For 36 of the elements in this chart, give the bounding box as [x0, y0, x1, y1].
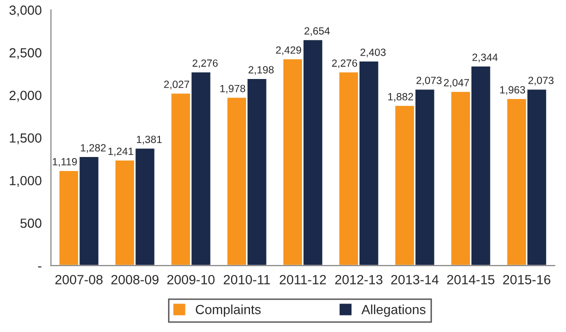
y-tick-label: 3,000 — [9, 6, 42, 16]
y-tick-label: 2,000 — [10, 90, 42, 102]
data-label: 2,047 — [444, 78, 469, 88]
data-label: 2,429 — [276, 46, 302, 56]
data-label: 1,882 — [388, 93, 414, 102]
data-label: 2,654 — [304, 27, 330, 36]
data-label: 2,073 — [528, 76, 554, 86]
x-tick-label: 2009-10 — [167, 274, 215, 284]
data-label: 1,241 — [108, 148, 134, 156]
data-label: 1,119 — [52, 158, 77, 167]
x-tick-label: 2012-13 — [335, 274, 382, 284]
data-label: 2,344 — [472, 54, 498, 62]
y-tick-label: 2,500 — [10, 48, 42, 60]
data-label: 2,276 — [192, 59, 218, 68]
data-label: 1,282 — [80, 144, 106, 153]
data-label: 1,963 — [500, 86, 526, 95]
x-tick-label: 2014-15 — [447, 274, 494, 284]
legend-label: Complaints — [196, 304, 261, 317]
y-tick-label: - — [38, 266, 42, 268]
y-tick-label: 500 — [20, 218, 42, 228]
x-tick-label: 2011-12 — [280, 274, 326, 284]
data-label: 1,978 — [220, 84, 246, 94]
data-label: 2,027 — [164, 80, 190, 90]
data-label: 2,403 — [360, 48, 386, 58]
y-tick-label: 1,000 — [10, 176, 42, 187]
x-tick-label: 2010-11 — [224, 274, 270, 284]
x-tick-label: 2007-08 — [55, 274, 103, 284]
data-label: 2,198 — [248, 66, 274, 75]
x-tick-label: 2008-09 — [111, 274, 158, 284]
data-label: 2,073 — [416, 76, 442, 86]
data-label: 1,381 — [136, 136, 162, 144]
y-tick-label: 1,500 — [10, 133, 42, 144]
legend-label: Allegations — [361, 304, 426, 317]
x-tick-label: 2015-16 — [503, 274, 550, 284]
data-label: 2,276 — [332, 59, 358, 68]
x-tick-label: 2013-14 — [391, 274, 439, 284]
